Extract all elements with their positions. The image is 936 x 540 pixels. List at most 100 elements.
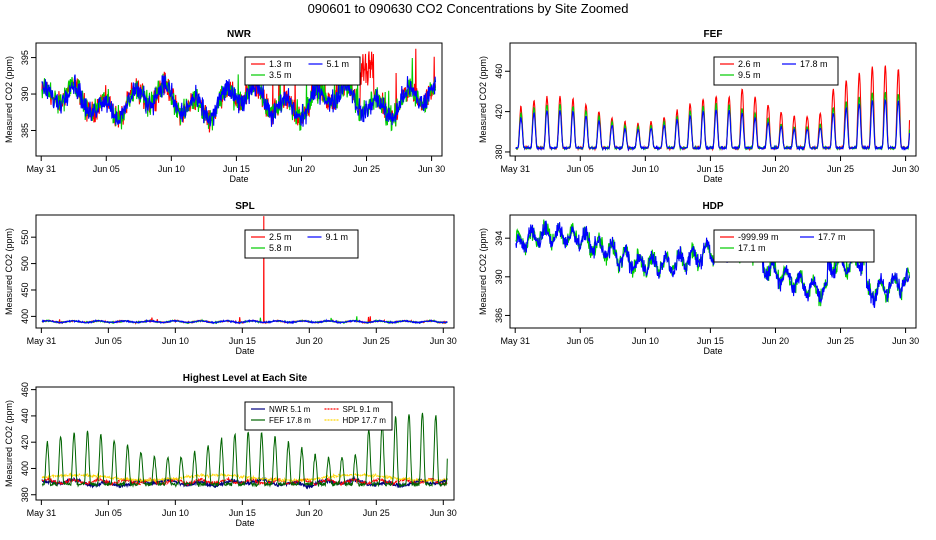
legend-entry: 3.5 m	[269, 70, 292, 80]
series-line-17-7-m	[515, 220, 910, 308]
x-tick-label: Jun 10	[158, 164, 185, 174]
x-tick-label: Jun 20	[762, 336, 789, 346]
legend-entry: 17.8 m	[800, 59, 828, 69]
legend-box	[713, 229, 875, 263]
plot-frame	[35, 214, 455, 329]
x-tick-label: Jun 15	[223, 164, 250, 174]
legend-entry: 5.1 m	[327, 59, 350, 69]
legend-entry: NWR 5.1 m	[269, 405, 311, 414]
legend-entry: HDP 17.7 m	[343, 416, 387, 425]
series-line-9-1-m	[41, 318, 448, 325]
y-axis-label: Measured CO2 (ppm)	[4, 228, 14, 315]
legend: 2.5 m5.8 m 9.1 m	[244, 229, 359, 259]
y-tick-label: 550	[20, 230, 30, 245]
series-group	[41, 48, 437, 133]
y-tick-label: 394	[494, 231, 504, 246]
x-tick-label: Jun 05	[95, 336, 122, 346]
plot-frame	[509, 42, 917, 157]
x-tick-label: Jun 30	[418, 164, 445, 174]
legend-entry: 9.1 m	[326, 232, 349, 242]
x-tick-label: Jun 15	[697, 164, 724, 174]
x-tick-label: Jun 20	[296, 508, 323, 518]
plot-frame	[35, 42, 443, 157]
panel-title: HDP	[702, 201, 723, 212]
panel-title: Highest Level at Each Site	[183, 373, 308, 384]
panel-title: SPL	[235, 201, 254, 212]
x-tick-label: Jun 15	[697, 336, 724, 346]
y-tick-label: 420	[20, 435, 30, 450]
panel-highest-level: Highest Level at Each Site May 31 Jun 05 Ju…	[4, 373, 457, 528]
series-line-fef-17-8-m	[41, 412, 448, 489]
x-tick-label: Jun 25	[363, 508, 390, 518]
x-tick-label: Jun 10	[632, 336, 659, 346]
legend: NWR 5.1 m FEF 17.8 m SPL 9.1 m HDP 17.7 m	[244, 401, 393, 431]
x-tick-label: Jun 20	[762, 164, 789, 174]
x-axis-label: Date	[703, 346, 722, 356]
x-tick-label: May 31	[27, 508, 57, 518]
series-group	[41, 412, 448, 490]
series-group	[515, 65, 911, 152]
x-tick-label: Jun 15	[229, 508, 256, 518]
y-tick-label: 420	[494, 104, 504, 119]
panel-fef: FEF May 31 Jun 05 Jun 10 Jun 15 Jun 20 Jun 25 J…	[478, 29, 919, 184]
legend-box	[244, 56, 361, 86]
x-axis-label: Date	[235, 518, 254, 528]
y-tick-label: 385	[20, 123, 30, 138]
x-tick-label: May 31	[500, 336, 530, 346]
y-tick-label: 386	[494, 308, 504, 323]
series-line-17-8-m	[515, 98, 911, 152]
y-tick-label: 400	[20, 461, 30, 476]
x-tick-label: May 31	[26, 164, 56, 174]
panel-title: FEF	[704, 29, 723, 40]
plot-frame	[509, 214, 917, 329]
y-axis-label: Measured CO2 (ppm)	[4, 400, 14, 487]
y-tick-label: 395	[20, 50, 30, 65]
legend-entry: 1.3 m	[269, 59, 292, 69]
legend-entry: 9.5 m	[738, 70, 761, 80]
x-tick-label: Jun 20	[296, 336, 323, 346]
x-tick-label: Jun 25	[827, 336, 854, 346]
panel-spl: SPL May 31 Jun 05 Jun 10 Jun 15 Jun 20 Jun 25 J…	[4, 201, 457, 356]
panel-hdp: HDP May 31 Jun 05 Jun 10 Jun 15 Jun 20 Jun 25 J…	[478, 201, 919, 356]
x-tick-label: Jun 30	[430, 508, 457, 518]
x-axis-label: Date	[229, 174, 248, 184]
series-line-hdp-17-7-m	[41, 471, 448, 484]
legend: 1.3 m3.5 m 5.1 m	[244, 56, 361, 86]
series-line-5-1-m	[41, 74, 437, 127]
x-tick-label: May 31	[500, 164, 530, 174]
x-tick-label: Jun 05	[95, 508, 122, 518]
x-tick-label: Jun 30	[430, 336, 457, 346]
legend-entry: 5.8 m	[269, 243, 292, 253]
x-tick-label: Jun 25	[827, 164, 854, 174]
x-axis-label: Date	[703, 174, 722, 184]
y-axis-label: Measured CO2 (ppm)	[4, 56, 14, 143]
x-tick-label: Jun 30	[892, 164, 919, 174]
y-axis-label: Measured CO2 (ppm)	[478, 56, 488, 143]
x-tick-label: Jun 05	[93, 164, 120, 174]
x-tick-label: Jun 25	[353, 164, 380, 174]
y-tick-label: 450	[20, 282, 30, 297]
x-tick-label: Jun 30	[892, 336, 919, 346]
x-tick-label: Jun 15	[229, 336, 256, 346]
x-tick-label: May 31	[27, 336, 57, 346]
y-tick-label: 460	[494, 64, 504, 79]
y-tick-label: 440	[20, 408, 30, 423]
legend-entry: 17.1 m	[738, 243, 766, 253]
legend-entry: -999.99 m	[738, 232, 779, 242]
x-tick-label: Jun 05	[567, 336, 594, 346]
chart-panels: NWR May 31 Jun 05 Jun 10 Jun 15 Jun 20 Jun 25 J…	[4, 29, 919, 528]
legend-entry: 17.7 m	[818, 232, 846, 242]
x-tick-label: Jun 20	[288, 164, 315, 174]
legend-box	[244, 401, 393, 431]
y-axis-label: Measured CO2 (ppm)	[478, 228, 488, 315]
legend-box	[244, 229, 359, 259]
y-tick-label: 400	[20, 309, 30, 324]
y-tick-label: 460	[20, 382, 30, 397]
legend-entry: 2.6 m	[738, 59, 761, 69]
legend-entry: FEF 17.8 m	[269, 416, 311, 425]
legend: -999.99 m17.1 m 17.7 m	[713, 229, 875, 263]
x-tick-label: Jun 05	[567, 164, 594, 174]
y-tick-label: 380	[20, 487, 30, 502]
